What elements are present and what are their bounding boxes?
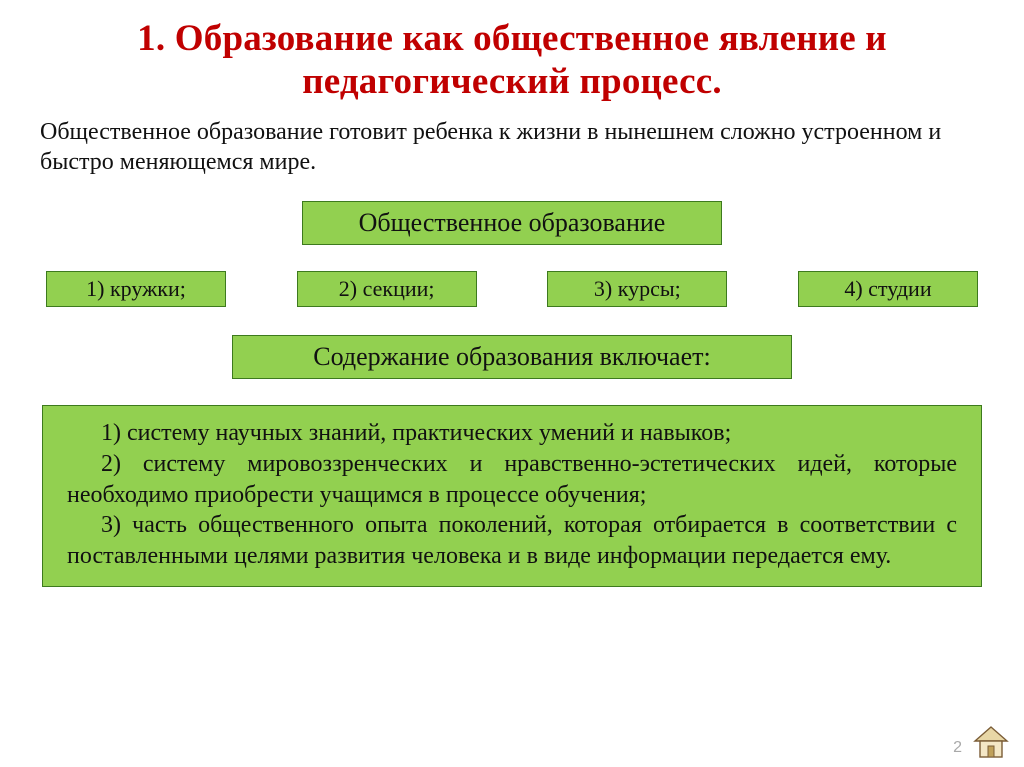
item-box-4: 4) студии	[798, 271, 978, 307]
content-item-3: 3) часть общественного опыта поколений, …	[67, 510, 957, 571]
home-icon-roof	[975, 727, 1007, 741]
main-concept-box: Общественное образование	[302, 201, 722, 245]
intro-text: Общественное образование готовит ребенка…	[40, 117, 984, 177]
content-list-box: 1) систему научных знаний, практических …	[42, 405, 982, 587]
home-icon	[972, 725, 1010, 759]
content-item-2: 2) систему мировоззренческих и нравствен…	[67, 449, 957, 510]
item-box-1: 1) кружки;	[46, 271, 226, 307]
slide-title: 1. Образование как общественное явление …	[40, 18, 984, 103]
item-box-3: 3) курсы;	[547, 271, 727, 307]
home-icon-door	[988, 746, 994, 757]
home-button[interactable]	[972, 725, 1010, 759]
content-title-row: Содержание образования включает:	[40, 335, 984, 379]
page-number: 2	[953, 739, 962, 757]
items-row: 1) кружки; 2) секции; 3) курсы; 4) студи…	[46, 271, 978, 307]
main-box-row: Общественное образование	[40, 201, 984, 245]
content-title-box: Содержание образования включает:	[232, 335, 792, 379]
slide: 1. Образование как общественное явление …	[0, 0, 1024, 767]
item-box-2: 2) секции;	[297, 271, 477, 307]
content-item-1: 1) систему научных знаний, практических …	[67, 418, 957, 449]
